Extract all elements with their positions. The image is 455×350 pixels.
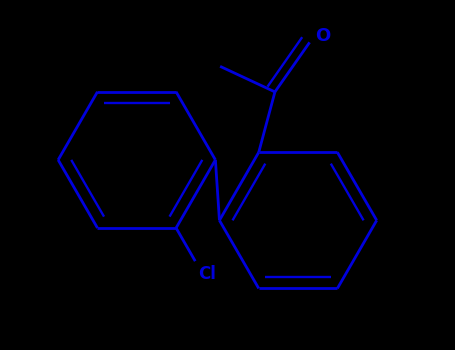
Text: Cl: Cl — [198, 265, 216, 283]
Text: O: O — [315, 27, 330, 45]
